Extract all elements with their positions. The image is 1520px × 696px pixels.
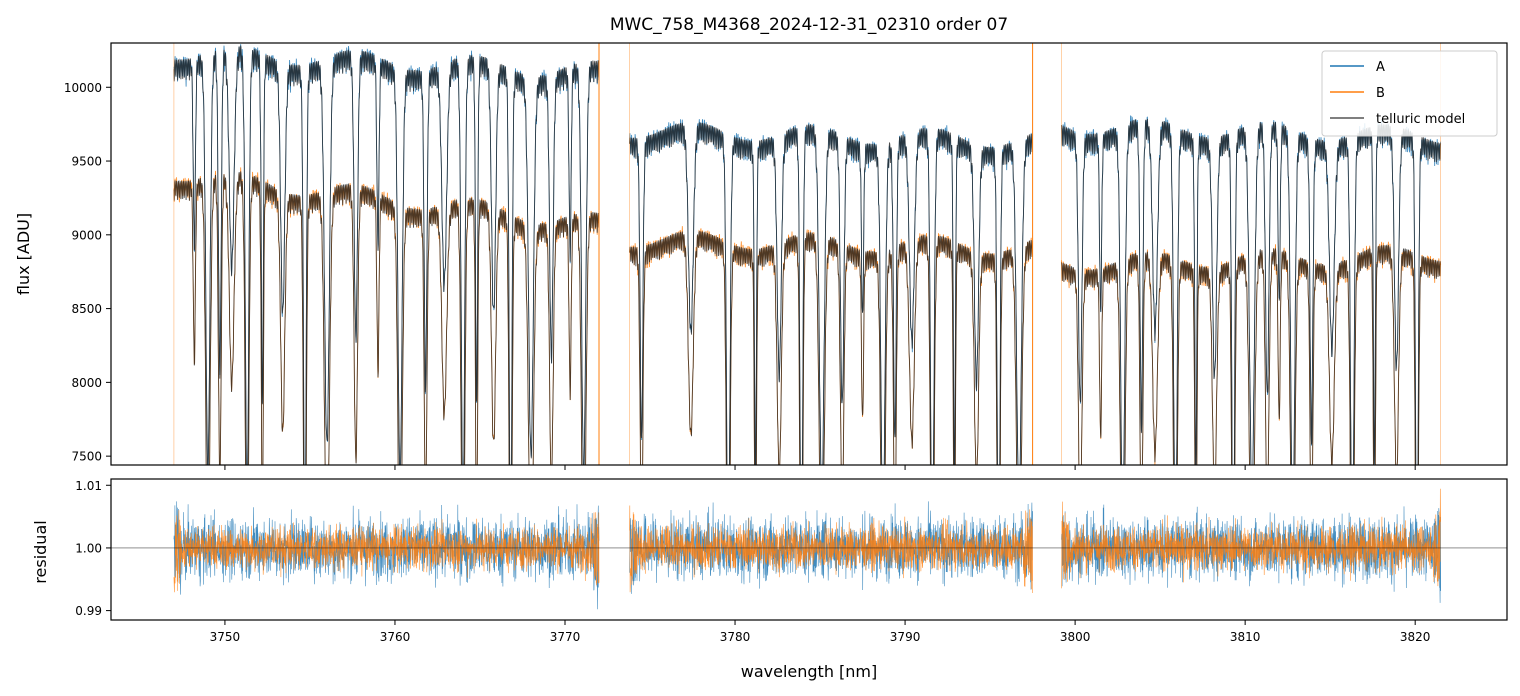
residual-plot-area <box>111 488 1507 610</box>
x-tick-label: 3760 <box>380 630 411 644</box>
residual-y-tick-label: 0.99 <box>75 604 102 618</box>
flux-plot-area <box>173 43 1442 465</box>
x-tick-label: 3800 <box>1060 630 1091 644</box>
legend-label-b: B <box>1376 86 1385 101</box>
x-tick-label: 3770 <box>550 630 581 644</box>
x-tick-label: 3790 <box>890 630 921 644</box>
x-tick-label: 3820 <box>1400 630 1431 644</box>
chart-title: MWC_758_M4368_2024-12-31_02310 order 07 <box>610 15 1008 35</box>
residual-series-b <box>629 505 1033 594</box>
telluric-model-line <box>629 121 1034 465</box>
residual-panel: 0.99 1.00 1.01 3750 3760 3770 3780 3790 3800 381… <box>31 478 1508 681</box>
flux-y-ticks: 7500 8000 8500 9000 9500 10000 <box>64 81 111 464</box>
legend-box <box>1321 50 1498 137</box>
x-tick-label: 3780 <box>720 630 751 644</box>
x-tick-label: 3810 <box>1230 630 1261 644</box>
telluric-model-line <box>173 45 600 465</box>
x-axis-label: wavelength [nm] <box>741 662 878 681</box>
flux-y-tick-label: 7500 <box>71 450 102 464</box>
flux-y-tick-label: 8000 <box>71 376 102 390</box>
flux-x-ticks <box>224 465 1416 470</box>
flux-y-tick-label: 8500 <box>71 302 102 316</box>
legend-label-telluric-model: telluric model <box>1376 112 1465 127</box>
telluric-model-line <box>1061 244 1442 465</box>
x-tick-label: 3750 <box>210 630 241 644</box>
residual-series-b <box>173 510 600 593</box>
flux-y-axis-label: flux [ADU] <box>14 213 33 295</box>
flux-y-tick-label: 9000 <box>71 228 102 242</box>
residual-panel-frame <box>110 478 1508 621</box>
flux-y-tick-label: 9500 <box>71 155 102 169</box>
residual-x-ticks: 3750 3760 3770 3780 3790 3800 3810 3820 <box>210 620 1431 644</box>
flux-panel: 7500 8000 8500 9000 9500 10000 flux [ADU] <box>14 42 1508 470</box>
legend-label-a: A <box>1376 60 1385 75</box>
residual-y-tick-label: 1.01 <box>75 479 102 493</box>
flux-panel-background <box>111 43 1507 465</box>
residual-y-axis-label: residual <box>31 520 50 583</box>
flux-y-tick-label: 10000 <box>64 81 102 95</box>
legend: A B telluric model <box>1321 50 1498 137</box>
telluric-model-line <box>629 230 1034 465</box>
residual-y-tick-label: 1.00 <box>75 541 102 555</box>
telluric-model-line <box>173 171 600 465</box>
residual-series-b <box>1061 488 1441 589</box>
telluric-model-line <box>1061 118 1442 465</box>
residual-y-ticks: 0.99 1.00 1.01 <box>75 479 111 618</box>
flux-panel-frame <box>110 42 1508 466</box>
